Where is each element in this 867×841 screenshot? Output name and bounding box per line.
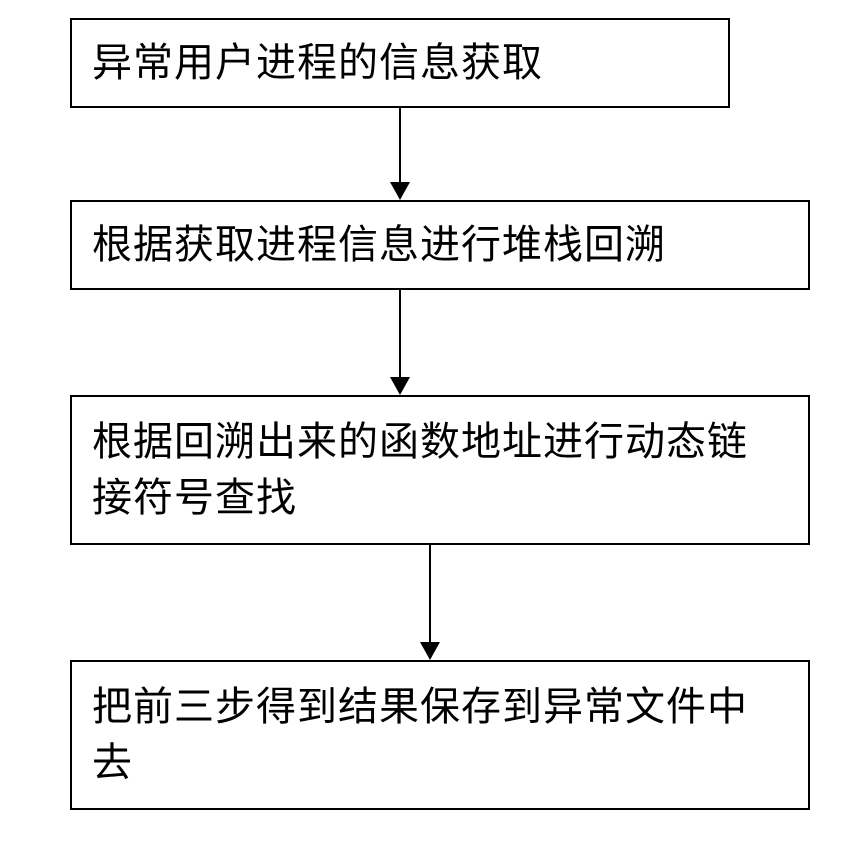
flow-node-1: 异常用户进程的信息获取 (70, 18, 730, 108)
flow-node-2: 根据获取进程信息进行堆栈回溯 (70, 200, 810, 290)
flowchart-canvas: 异常用户进程的信息获取 根据获取进程信息进行堆栈回溯 根据回溯出来的函数地址进行… (0, 0, 867, 841)
flow-node-3-label: 根据回溯出来的函数地址进行动态链接符号查找 (92, 414, 788, 526)
flow-node-2-label: 根据获取进程信息进行堆栈回溯 (92, 217, 666, 273)
flow-node-4: 把前三步得到结果保存到异常文件中去 (70, 660, 810, 810)
flow-arrow-1-head (390, 182, 410, 200)
flow-arrow-1-line (399, 108, 401, 182)
flow-node-4-label: 把前三步得到结果保存到异常文件中去 (92, 679, 788, 791)
flow-node-3: 根据回溯出来的函数地址进行动态链接符号查找 (70, 395, 810, 545)
flow-arrow-2-line (399, 290, 401, 377)
flow-node-1-label: 异常用户进程的信息获取 (92, 35, 543, 91)
flow-arrow-3-head (420, 642, 440, 660)
flow-arrow-2-head (390, 377, 410, 395)
flow-arrow-3-line (429, 545, 431, 642)
